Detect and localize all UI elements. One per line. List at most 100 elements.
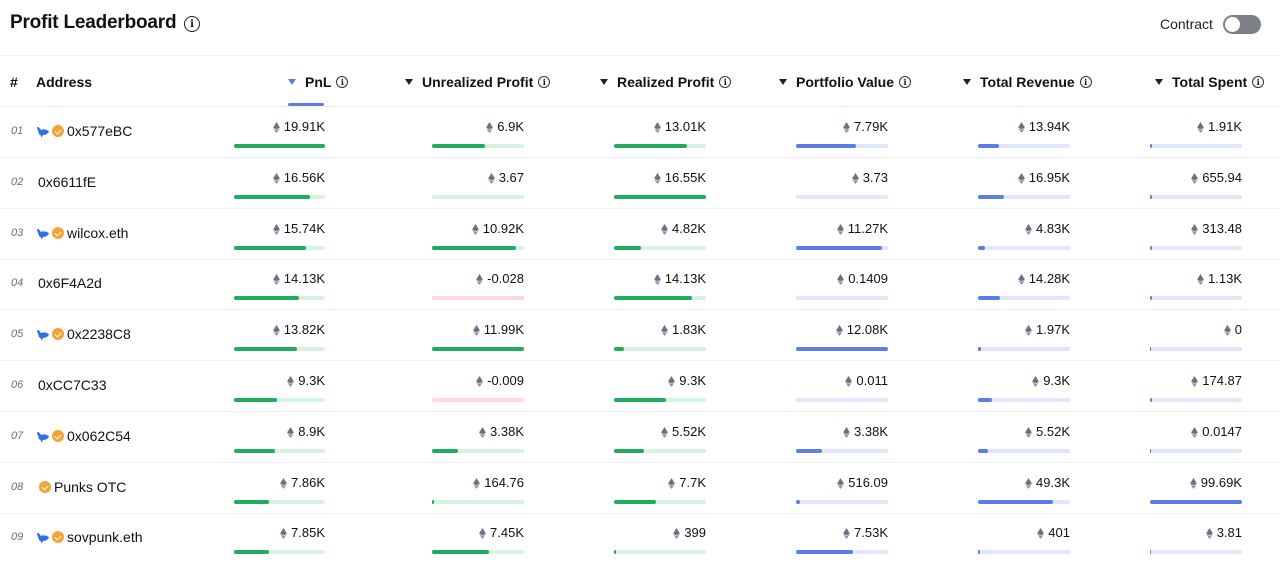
address-link[interactable]: 0x062C54 (36, 428, 131, 444)
table-header: # Address PnL i Unrealized Profit i Real… (0, 57, 1280, 107)
realized-bar-track (614, 550, 706, 555)
revenue-value: 9.3K (1032, 373, 1070, 388)
address-link[interactable]: wilcox.eth (36, 225, 128, 241)
portfolio-bar-track (796, 398, 888, 402)
info-icon[interactable]: i (719, 76, 732, 88)
realized-bar-track (614, 296, 706, 301)
address-link[interactable]: Punks OTC (39, 479, 126, 495)
spent-bar-track (1150, 347, 1242, 352)
table-row[interactable]: 07 0x062C54 8.9K 3.38K 5.52K 3.38K 5.52K 0.0147 (0, 412, 1280, 463)
portfolio-bar-track (796, 448, 888, 453)
table-row[interactable]: 05 0x2238C8 13.82K 11.99K 1.83K 12.08K 1.97K 0 (0, 310, 1280, 362)
table-row[interactable]: 04 0x6F4A2d 14.13K -0.028 14.13K 0.1409 14.28K… (0, 259, 1280, 311)
realized-column-header[interactable]: Realized Profit i (600, 74, 732, 90)
unrealized-bar-fill (432, 144, 486, 148)
table-row[interactable]: 08 Punks OTC 7.86K 164.76 7.7K 516.09 49.3K 99.… (0, 463, 1280, 514)
portfolio-column-header[interactable]: Portfolio Value i (779, 74, 912, 90)
realized-value-text: 5.52K (672, 423, 706, 439)
info-icon[interactable]: i (336, 76, 349, 88)
toggle-knob (1225, 17, 1240, 32)
unrealized-cell: -0.009 (432, 361, 524, 412)
spent-value: 1.91K (1197, 119, 1242, 134)
pnl-value: 16.56K (272, 169, 325, 185)
revenue-bar-track (978, 550, 1070, 555)
pnl-cell: 9.3K (234, 361, 325, 412)
contract-toggle-label: Contract (1160, 16, 1213, 32)
pnl-value-text: 16.56K (283, 169, 325, 185)
portfolio-value: 0.1409 (837, 271, 888, 286)
revenue-bar-track (978, 194, 1070, 199)
realized-value: 4.82K (661, 221, 706, 236)
unrealized-bar-fill (432, 347, 524, 352)
info-icon[interactable]: i (1079, 76, 1092, 88)
revenue-value-text: 1.97K (1036, 322, 1070, 338)
eth-icon (1025, 324, 1032, 337)
table-row[interactable]: 01 0x577eBC 19.91K 6.9K 13.01K 7.79K 13.94K 1.9… (0, 107, 1280, 158)
unrealized-cell: 6.9K (432, 107, 524, 158)
unrealized-value-text: 164.76 (484, 474, 524, 490)
portfolio-cell: 0.011 (796, 361, 888, 412)
address-link[interactable]: sovpunk.eth (36, 529, 143, 545)
revenue-bar-fill (978, 448, 989, 453)
eth-icon (1037, 527, 1045, 540)
table-row[interactable]: 02 0x6611fE 16.56K 3.67 16.55K 3.73 16.95K 655.… (0, 158, 1280, 209)
contract-toggle[interactable] (1223, 15, 1261, 34)
revenue-cell: 14.28K (978, 259, 1070, 310)
realized-value: 399 (673, 525, 706, 540)
eth-icon (836, 223, 844, 235)
spent-column-header[interactable]: Total Spent i (1155, 74, 1265, 90)
portfolio-bar-fill (796, 448, 822, 453)
spent-value-text: 313.48 (1202, 220, 1242, 236)
realized-value: 16.55K (653, 170, 706, 185)
realized-bar-fill (614, 245, 641, 250)
address-link[interactable]: 0x2238C8 (36, 326, 131, 342)
spent-bar-track (1150, 550, 1242, 555)
address-link[interactable]: 0xCC7C33 (38, 377, 106, 393)
pnl-value: 19.91K (272, 119, 325, 134)
eth-icon (479, 527, 486, 540)
portfolio-value-text: 0.011 (856, 373, 888, 388)
revenue-bar-track (978, 296, 1070, 301)
eth-icon (1017, 172, 1025, 184)
spent-bar-fill (1150, 398, 1152, 402)
unrealized-value: -0.009 (476, 373, 524, 388)
info-icon[interactable]: i (184, 16, 200, 32)
spent-value-text: 1.91K (1208, 119, 1242, 134)
table-row[interactable]: 03 wilcox.eth 15.74K 10.92K 4.82K 11.27K 4.83K… (0, 209, 1280, 260)
eth-icon (487, 172, 495, 184)
eth-icon (1197, 121, 1204, 133)
eth-icon (673, 527, 681, 540)
unrealized-bar-track (432, 245, 524, 250)
info-icon[interactable]: i (1252, 76, 1265, 88)
pnl-column-header[interactable]: PnL i (288, 74, 349, 90)
address-link[interactable]: 0x577eBC (36, 123, 132, 139)
spent-bar-track (1150, 194, 1242, 199)
table-row[interactable]: 06 0xCC7C33 9.3K -0.009 9.3K 0.011 9.3K 174.87 (0, 361, 1280, 412)
eth-icon (1191, 375, 1199, 387)
portfolio-bar-fill (796, 347, 888, 352)
unrealized-bar-track (432, 296, 524, 301)
verified-badge-icon (52, 125, 64, 137)
portfolio-value: 7.53K (843, 525, 888, 540)
table-row[interactable]: 09 sovpunk.eth 7.85K 7.45K 399 7.53K 401 3.81 (0, 513, 1280, 563)
pnl-cell: 13.82K (234, 310, 325, 361)
unrealized-column-header[interactable]: Unrealized Profit i (405, 74, 551, 90)
unrealized-value-text: 3.38K (490, 423, 524, 439)
portfolio-value-text: 516.09 (848, 474, 888, 490)
revenue-column-header[interactable]: Total Revenue i (963, 74, 1092, 90)
spent-value-text: 0 (1234, 322, 1242, 338)
eth-icon (1025, 223, 1032, 235)
address-link[interactable]: 0x6F4A2d (38, 275, 102, 291)
realized-value-text: 14.13K (664, 271, 706, 287)
portfolio-value-text: 11.27K (847, 220, 888, 236)
spent-value: 3.81 (1205, 525, 1242, 540)
eth-icon (835, 324, 843, 337)
info-icon[interactable]: i (899, 76, 912, 88)
revenue-bar-fill (978, 550, 980, 555)
revenue-value: 5.52K (1025, 424, 1070, 439)
eth-icon (1017, 121, 1025, 133)
spent-bar-fill (1150, 347, 1152, 352)
address-link[interactable]: 0x6611fE (38, 174, 96, 190)
eth-icon (653, 121, 661, 133)
info-icon[interactable]: i (538, 76, 551, 88)
